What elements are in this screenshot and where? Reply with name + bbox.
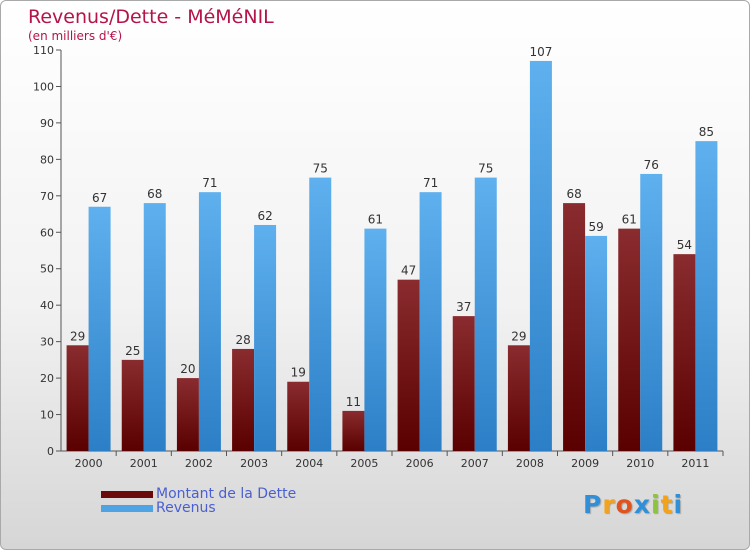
y-tick-label: 110 — [33, 44, 54, 57]
legend: Montant de la Dette Revenus — [101, 487, 296, 515]
bar-revenus — [474, 177, 497, 451]
bar-revenus — [143, 203, 166, 451]
bar-debt — [121, 359, 144, 451]
bar-revenus — [585, 235, 608, 451]
bar-revenus — [695, 141, 718, 452]
data-label: 61 — [622, 213, 637, 227]
bar-revenus — [529, 60, 552, 451]
data-label: 54 — [677, 238, 692, 252]
axes: 0 10 20 30 40 50 60 70 80 90 100 110 2000 2001 2002 200… — [33, 44, 724, 470]
x-tick-label: 2006 — [406, 457, 434, 470]
data-label: 19 — [291, 366, 306, 380]
bar-debt — [563, 203, 586, 451]
bar-revenus — [88, 206, 111, 451]
y-tick-label: 90 — [40, 117, 54, 130]
bar-revenus — [364, 228, 387, 451]
y-tick-label: 30 — [40, 336, 54, 349]
data-label: 29 — [70, 329, 85, 343]
y-tick-label: 20 — [40, 372, 54, 385]
bar-revenus — [198, 192, 221, 451]
data-label: 62 — [257, 209, 272, 223]
bar-debt — [452, 316, 475, 451]
data-label: 68 — [147, 187, 162, 201]
x-tick-label: 2000 — [75, 457, 103, 470]
y-tick-label: 70 — [40, 190, 54, 203]
logo-letter: i — [651, 490, 661, 519]
data-label: 75 — [313, 162, 328, 176]
data-label: 68 — [566, 187, 581, 201]
y-tick-label: 10 — [40, 409, 54, 422]
bar-debt — [342, 410, 365, 451]
data-label: 11 — [346, 395, 361, 409]
bar-revenus — [309, 177, 332, 451]
x-tick-label: 2005 — [350, 457, 378, 470]
y-tick-label: 0 — [47, 445, 54, 458]
data-label: 71 — [423, 176, 438, 190]
bars — [66, 60, 718, 452]
proxiti-logo: Proxiti — [583, 490, 683, 519]
x-tick-label: 2001 — [130, 457, 158, 470]
bar-revenus — [254, 224, 277, 451]
x-tick-label: 2003 — [240, 457, 268, 470]
legend-label-debt: Montant de la Dette — [156, 486, 297, 502]
legend-swatch-debt — [101, 490, 153, 498]
data-label: 67 — [92, 191, 107, 205]
logo-letter: r — [602, 490, 616, 519]
bar-debt — [673, 254, 696, 451]
logo-letter: t — [660, 490, 674, 519]
y-tick-label: 50 — [40, 263, 54, 276]
x-tick-label: 2007 — [461, 457, 489, 470]
bar-debt — [287, 381, 310, 451]
chart-subtitle: (en milliers d'€) — [28, 29, 123, 43]
logo-letter: o — [615, 490, 634, 519]
data-label: 59 — [588, 220, 603, 234]
data-label: 76 — [644, 158, 659, 172]
x-tick-label: 2004 — [295, 457, 323, 470]
data-labels: 29 67 25 68 20 71 28 62 19 75 11 61 47 71 37 75 29 107 68 5… — [70, 45, 714, 409]
data-label: 47 — [401, 264, 416, 278]
data-label: 75 — [478, 162, 493, 176]
data-label: 20 — [180, 362, 195, 376]
bar-debt — [232, 348, 255, 451]
data-label: 107 — [529, 45, 552, 59]
x-tick-label: 2008 — [516, 457, 544, 470]
data-label: 28 — [235, 333, 250, 347]
legend-item-revenus: Revenus — [101, 501, 296, 515]
y-tick-label: 40 — [40, 299, 54, 312]
logo-letter: x — [633, 490, 651, 519]
bar-revenus — [419, 192, 442, 451]
bar-debt — [66, 345, 89, 451]
bar-debt — [618, 228, 641, 451]
legend-item-debt: Montant de la Dette — [101, 487, 296, 501]
bar-debt — [397, 279, 420, 451]
chart-title: Revenus/Dette - MéMéNIL — [28, 6, 274, 28]
logo-letter: P — [583, 490, 603, 519]
bar-debt — [507, 345, 530, 451]
bar-debt — [176, 378, 199, 451]
x-tick-label: 2009 — [571, 457, 599, 470]
x-tick-label: 2010 — [626, 457, 654, 470]
logo-letter: i — [673, 490, 684, 519]
x-tick-label: 2011 — [681, 457, 709, 470]
y-tick-label: 100 — [33, 80, 54, 93]
data-label: 71 — [202, 176, 217, 190]
legend-swatch-revenus — [101, 504, 153, 512]
y-tick-label: 80 — [40, 153, 54, 166]
y-tick-label: 60 — [40, 226, 54, 239]
data-label: 85 — [699, 125, 714, 139]
legend-label-revenus: Revenus — [156, 500, 216, 516]
bar-revenus — [640, 173, 663, 452]
data-label: 29 — [511, 329, 526, 343]
data-label: 25 — [125, 344, 140, 358]
x-tick-label: 2002 — [185, 457, 213, 470]
data-label: 37 — [456, 300, 471, 314]
data-label: 61 — [368, 213, 383, 227]
